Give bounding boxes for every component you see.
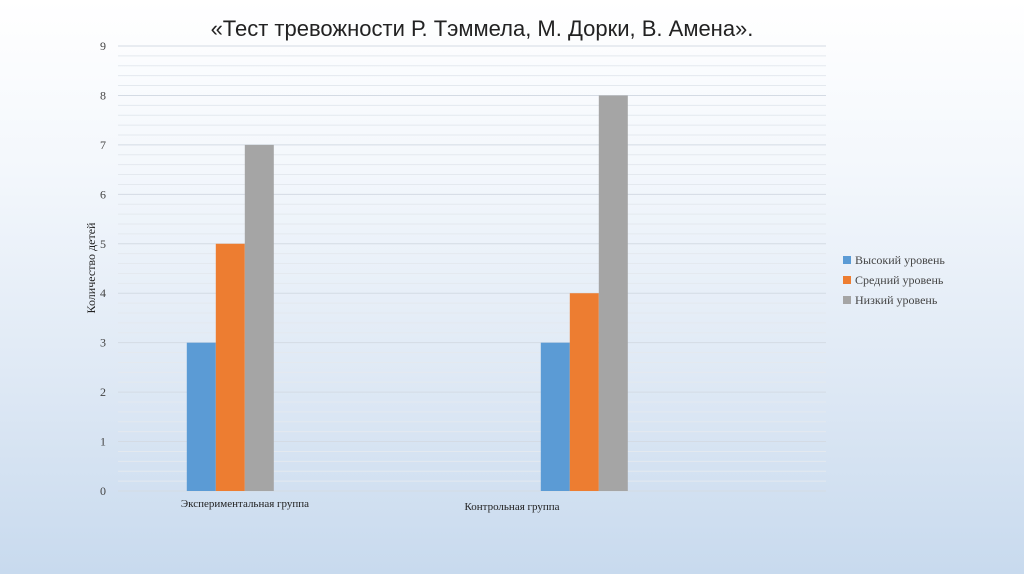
legend-label: Низкий уровень [855, 293, 938, 307]
bar [186, 342, 216, 491]
y-tick-label: 5 [100, 237, 106, 251]
y-tick-label: 0 [100, 484, 106, 498]
category-labels: Экспериментальная группа Контрольная груп… [181, 498, 560, 513]
bar [569, 293, 599, 491]
chart-title: «Тест тревожности Р. Тэммела, М. Дорки, … [211, 16, 754, 41]
y-tick-label: 9 [100, 39, 106, 53]
legend-swatch [843, 296, 851, 304]
legend-swatch [843, 256, 851, 264]
bar [540, 342, 570, 491]
y-tick-label: 3 [100, 336, 106, 350]
legend-swatch [843, 276, 851, 284]
y-axis-ticks: 0 1 2 3 4 5 6 7 8 9 [100, 39, 106, 498]
y-tick-label: 7 [100, 138, 106, 152]
bars [186, 95, 628, 491]
y-tick-label: 2 [100, 385, 106, 399]
legend-label: Средний уровень [855, 273, 944, 287]
y-tick-label: 1 [100, 435, 106, 449]
y-tick-label: 6 [100, 187, 106, 201]
bar [215, 243, 245, 491]
y-tick-label: 4 [100, 286, 106, 300]
category-label: Контрольная группа [464, 501, 559, 513]
bar [244, 144, 274, 491]
legend-label: Высокий уровень [855, 253, 945, 267]
category-label: Экспериментальная группа [181, 498, 309, 510]
y-axis-label: Количество детей [84, 222, 98, 313]
legend: Высокий уровень Средний уровень Низкий уро… [843, 253, 945, 307]
y-tick-label: 8 [100, 88, 106, 102]
bar [598, 95, 628, 491]
